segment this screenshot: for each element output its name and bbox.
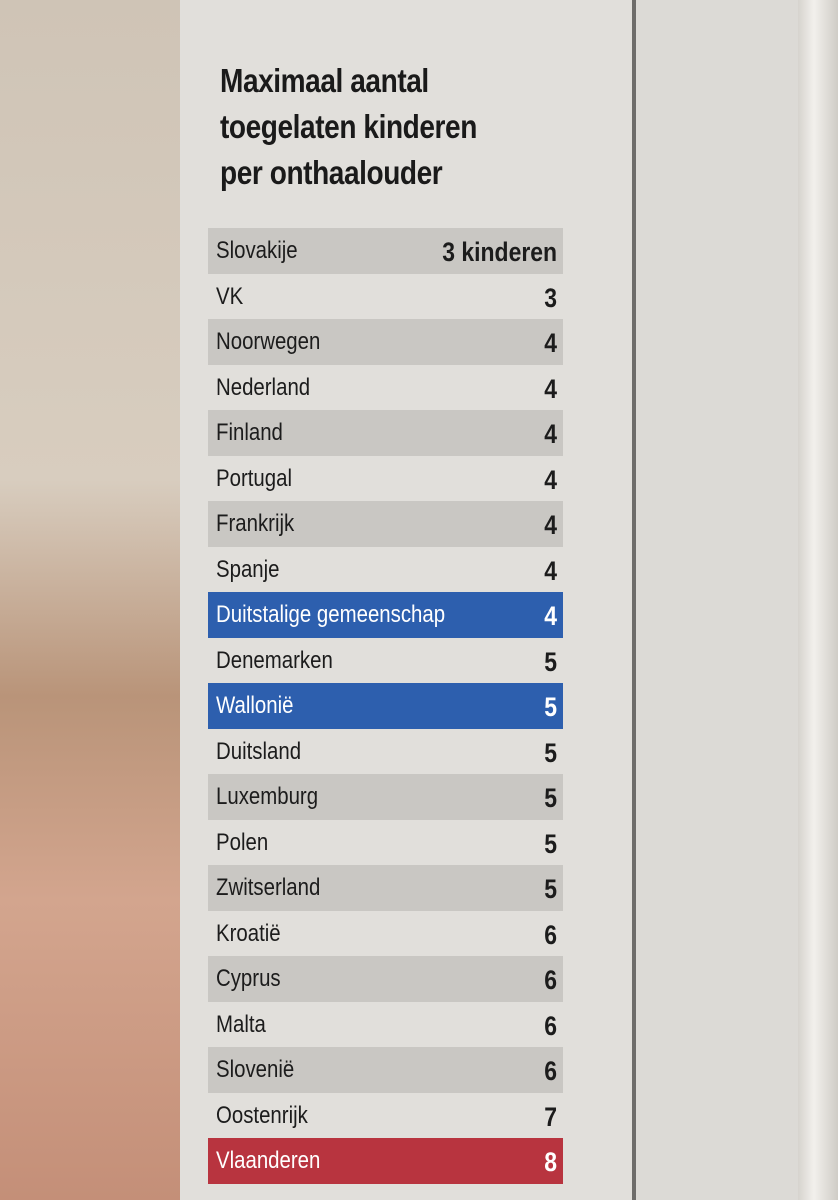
table-row: Vlaanderen 8 (208, 1138, 563, 1184)
country: Kroatië (216, 919, 281, 947)
max-children: 7 (544, 1101, 557, 1132)
max-children: 3 kinderen (442, 237, 557, 267)
table-row: Oostenrijk 7 (208, 1093, 563, 1139)
country: Spanje (216, 555, 280, 583)
country: Wallonië (216, 692, 294, 719)
max-children: 4 (544, 601, 557, 631)
table-row: Finland 4 (208, 410, 563, 456)
country: Zwitserland (216, 874, 321, 901)
max-children: 6 (544, 1056, 557, 1086)
table-row: Duitsland 5 (208, 729, 563, 775)
table-row: Spanje 4 (208, 547, 563, 593)
country: Frankrijk (216, 510, 295, 537)
max-children: 4 (544, 419, 557, 449)
table: Slovakije 3 kinderen VK 3 Noorwegen 4 Nederlan… (208, 228, 563, 1184)
max-children: 6 (544, 965, 557, 995)
max-children: 4 (544, 373, 557, 404)
country: Luxemburg (216, 783, 319, 810)
table-row: Slovenië 6 (208, 1047, 563, 1093)
title-line: per onthaalouder (220, 154, 443, 191)
country: Polen (216, 828, 269, 856)
country: Nederland (216, 373, 311, 401)
country: Finland (216, 419, 283, 446)
table-row: Wallonië 5 (208, 683, 563, 729)
table-row: Cyprus 6 (208, 956, 563, 1002)
max-children: 5 (544, 828, 557, 859)
table-row: Luxemburg 5 (208, 774, 563, 820)
max-children: 6 (544, 919, 557, 950)
table-row: Frankrijk 4 (208, 501, 563, 547)
max-children: 5 (544, 874, 557, 904)
table-row: Nederland 4 (208, 365, 563, 411)
table-row: Duitstalige gemeenschap 4 (208, 592, 563, 638)
table-row: Noorwegen 4 (208, 319, 563, 365)
max-children: 3 (544, 282, 557, 313)
country: Duitsland (216, 737, 302, 765)
title-line: Maximaal aantal (220, 62, 429, 99)
table-row: Polen 5 (208, 820, 563, 866)
max-children: 5 (544, 737, 557, 768)
country: Slovakije (216, 237, 298, 264)
photo (0, 0, 180, 1200)
table-row: Kroatië 6 (208, 911, 563, 957)
country: Malta (216, 1010, 266, 1038)
country: Oostenrijk (216, 1101, 308, 1129)
table-row: VK 3 (208, 274, 563, 320)
title-line: toegelaten kinderen (220, 108, 477, 145)
max-children: 5 (544, 783, 557, 813)
country: Vlaanderen (216, 1147, 321, 1174)
table-row: Malta 6 (208, 1002, 563, 1048)
max-children: 5 (544, 646, 557, 677)
max-children: 4 (544, 510, 557, 540)
column-rule (632, 0, 636, 1200)
table-row: Slovakije 3 kinderen (208, 228, 563, 274)
country: Duitstalige gemeenschap (216, 601, 446, 628)
max-children: 5 (544, 692, 557, 722)
country: Noorwegen (216, 328, 321, 355)
table-row: Zwitserland 5 (208, 865, 563, 911)
max-children: 6 (544, 1010, 557, 1041)
table-row: Portugal 4 (208, 456, 563, 502)
title: Maximaal aantal toegelaten kinderen per … (220, 58, 522, 196)
max-children: 4 (544, 555, 557, 586)
country: Denemarken (216, 646, 333, 674)
max-children: 8 (544, 1147, 557, 1177)
paper-fold (798, 0, 838, 1200)
max-children: 4 (544, 464, 557, 495)
country: Slovenië (216, 1056, 295, 1083)
country: Portugal (216, 464, 292, 492)
country: Cyprus (216, 965, 281, 992)
table-row: Denemarken 5 (208, 638, 563, 684)
max-children: 4 (544, 328, 557, 358)
country: VK (216, 282, 244, 310)
